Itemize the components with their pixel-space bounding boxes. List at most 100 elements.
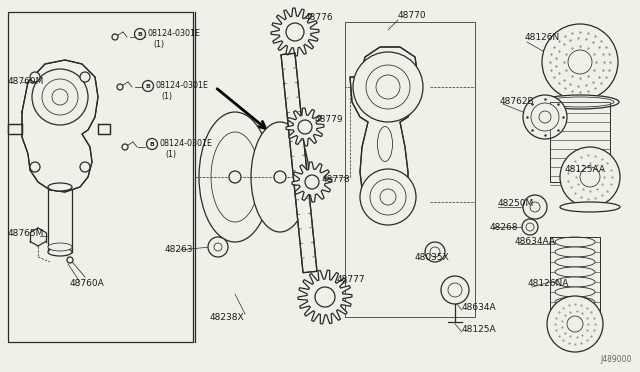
Text: 08124-0301E: 08124-0301E	[156, 81, 209, 90]
Polygon shape	[292, 162, 332, 202]
Polygon shape	[550, 237, 600, 317]
Ellipse shape	[378, 126, 392, 161]
Circle shape	[376, 75, 400, 99]
Text: 08124-0301E: 08124-0301E	[160, 140, 213, 148]
Text: 48762B: 48762B	[500, 97, 534, 106]
Circle shape	[530, 202, 540, 212]
Circle shape	[42, 79, 78, 115]
Text: 48263: 48263	[165, 246, 193, 254]
Ellipse shape	[555, 237, 595, 247]
Ellipse shape	[199, 112, 271, 242]
Polygon shape	[298, 270, 352, 324]
Text: 48125AA: 48125AA	[565, 166, 606, 174]
Text: 48779: 48779	[315, 115, 344, 125]
Circle shape	[441, 276, 469, 304]
Ellipse shape	[211, 132, 259, 222]
Circle shape	[208, 237, 228, 257]
Ellipse shape	[546, 97, 614, 107]
Circle shape	[214, 243, 222, 251]
Ellipse shape	[555, 257, 595, 267]
Text: 48238X: 48238X	[210, 312, 244, 321]
Circle shape	[360, 169, 416, 225]
Circle shape	[80, 162, 90, 172]
Ellipse shape	[555, 317, 595, 327]
Circle shape	[560, 147, 620, 207]
Ellipse shape	[555, 307, 595, 317]
Circle shape	[147, 138, 157, 150]
Text: 48634A: 48634A	[462, 302, 497, 311]
Circle shape	[229, 171, 241, 183]
Circle shape	[430, 247, 440, 257]
Text: (1): (1)	[165, 150, 176, 158]
Ellipse shape	[555, 297, 595, 307]
Circle shape	[122, 144, 128, 150]
Ellipse shape	[541, 95, 619, 109]
Circle shape	[370, 179, 406, 215]
Polygon shape	[286, 108, 324, 146]
Text: (1): (1)	[153, 39, 164, 48]
Text: 48778: 48778	[322, 176, 351, 185]
Text: B: B	[150, 141, 154, 147]
Circle shape	[523, 195, 547, 219]
Circle shape	[117, 84, 123, 90]
Circle shape	[523, 95, 567, 139]
Bar	[345, 22, 475, 317]
Text: J489000: J489000	[600, 355, 632, 364]
Polygon shape	[22, 60, 98, 192]
Ellipse shape	[555, 247, 595, 257]
Text: 48035X: 48035X	[415, 253, 450, 262]
Text: 48760M: 48760M	[8, 77, 44, 87]
Text: 48250M: 48250M	[498, 199, 534, 208]
Circle shape	[531, 103, 559, 131]
Text: 48126N: 48126N	[525, 32, 560, 42]
Circle shape	[580, 167, 600, 187]
Ellipse shape	[555, 287, 595, 297]
Polygon shape	[550, 102, 610, 182]
Text: 48634AA: 48634AA	[515, 237, 556, 247]
Circle shape	[522, 219, 538, 235]
Polygon shape	[8, 124, 22, 134]
Circle shape	[286, 23, 304, 41]
Circle shape	[425, 242, 445, 262]
Circle shape	[305, 175, 319, 189]
Circle shape	[353, 52, 423, 122]
Text: 48776: 48776	[305, 13, 333, 22]
Text: 48777: 48777	[337, 276, 365, 285]
Text: 08124-0301E: 08124-0301E	[148, 29, 201, 38]
Circle shape	[30, 72, 40, 82]
Text: (1): (1)	[161, 92, 172, 100]
Circle shape	[315, 287, 335, 307]
Polygon shape	[350, 47, 418, 214]
Ellipse shape	[48, 243, 72, 251]
Circle shape	[143, 80, 154, 92]
Circle shape	[67, 257, 73, 263]
Circle shape	[30, 162, 40, 172]
Ellipse shape	[555, 267, 595, 277]
Circle shape	[52, 89, 68, 105]
Circle shape	[448, 283, 462, 297]
Ellipse shape	[560, 202, 620, 212]
Polygon shape	[271, 8, 319, 56]
Circle shape	[542, 24, 618, 100]
Text: B: B	[138, 32, 143, 36]
Text: 48268: 48268	[490, 222, 518, 231]
Text: 48765M: 48765M	[8, 230, 44, 238]
Circle shape	[526, 223, 534, 231]
Circle shape	[112, 34, 118, 40]
Text: 48125A: 48125A	[462, 326, 497, 334]
Circle shape	[298, 120, 312, 134]
Polygon shape	[98, 124, 110, 134]
Circle shape	[539, 111, 551, 123]
Text: 48126NA: 48126NA	[528, 279, 570, 289]
Text: 48770: 48770	[398, 10, 427, 19]
Circle shape	[134, 29, 145, 39]
Circle shape	[274, 171, 286, 183]
Circle shape	[80, 72, 90, 82]
Polygon shape	[281, 53, 317, 273]
Circle shape	[568, 50, 592, 74]
Text: 48760A: 48760A	[70, 279, 105, 289]
Ellipse shape	[48, 248, 72, 256]
Circle shape	[567, 316, 583, 332]
Ellipse shape	[555, 277, 595, 287]
Text: B: B	[145, 83, 150, 89]
